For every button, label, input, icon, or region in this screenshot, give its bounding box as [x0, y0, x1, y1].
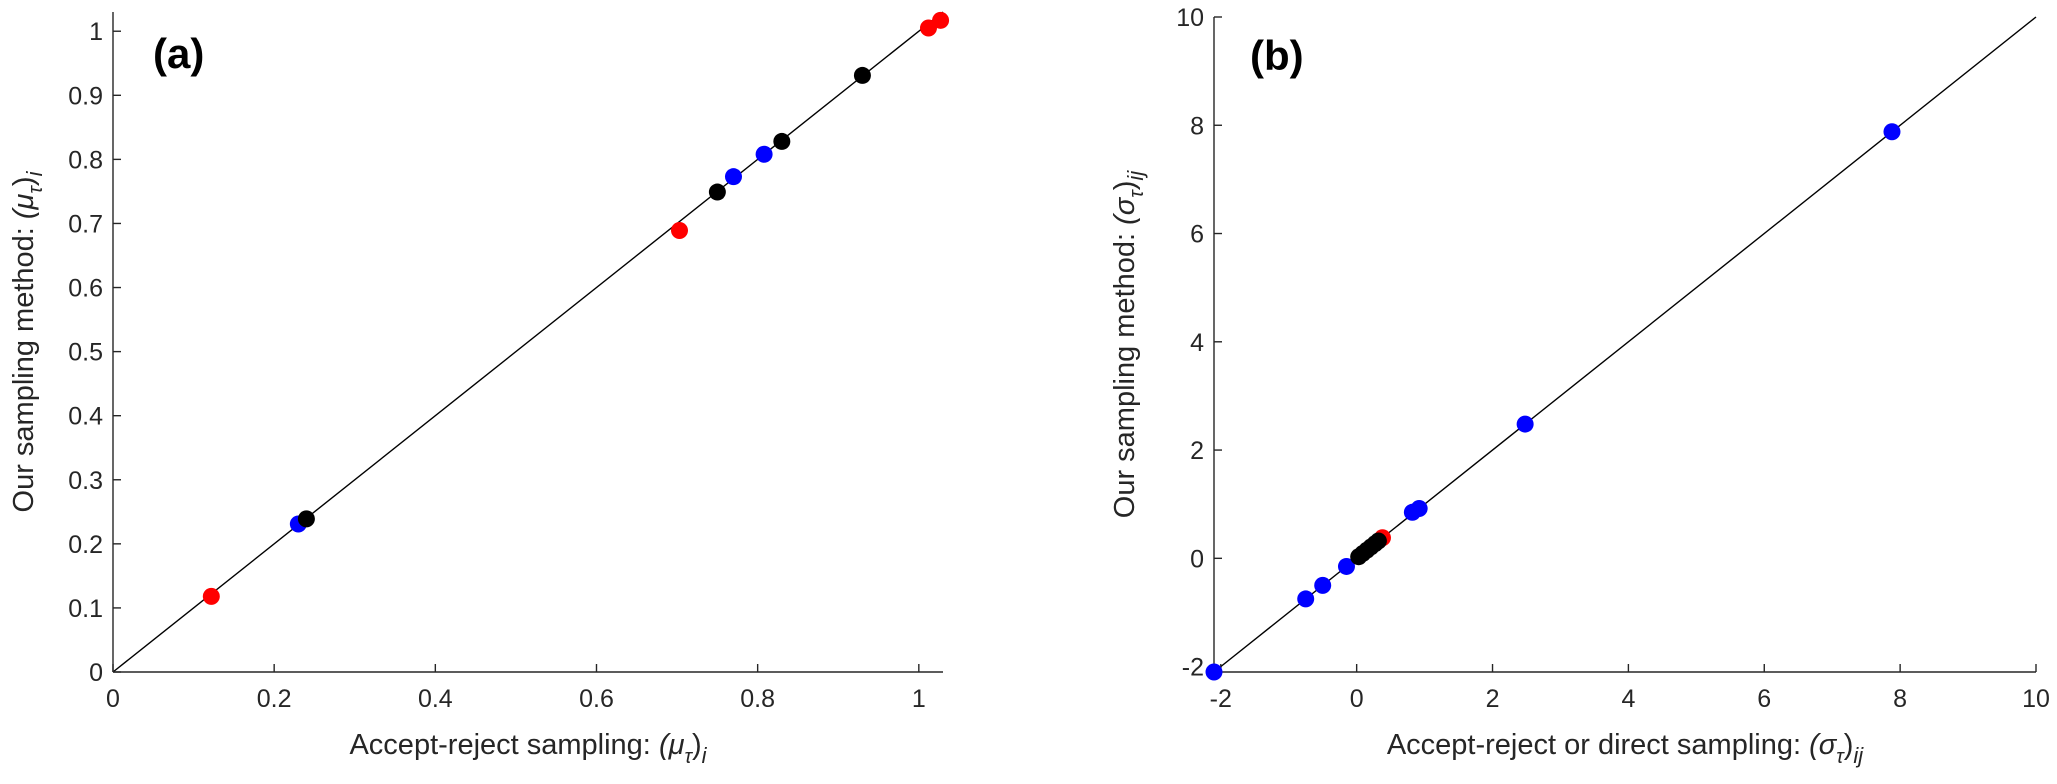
y-axis-label-index: ij	[1123, 170, 1148, 181]
data-point-blue	[1205, 663, 1223, 681]
data-point-black	[773, 132, 791, 150]
x-axis-label-prefix: Accept-reject or direct sampling:	[1387, 729, 1809, 761]
y-tick-label: 4	[1190, 329, 1204, 357]
y-axis-label-sub-tau: τ	[1126, 189, 1148, 198]
y-tick-label: 0.8	[68, 146, 103, 174]
x-tick-label: 4	[1621, 685, 1635, 713]
x-tick-label: 0.6	[579, 685, 614, 713]
data-point-black	[297, 510, 315, 528]
y-tick-label: 0.6	[68, 275, 103, 303]
x-tick-label: -2	[1210, 685, 1232, 713]
x-tick-label: 0.8	[740, 685, 775, 713]
y-axis-label-close: )	[1109, 181, 1141, 191]
x-axis-label: Accept-reject or direct sampling: (στ)ij	[1387, 729, 1864, 768]
x-axis-label-index: ij	[1853, 743, 1864, 768]
x-tick-label: 2	[1486, 685, 1500, 713]
y-tick-label: 0.1	[68, 595, 103, 623]
data-point-blue	[755, 145, 773, 163]
panel-label: (b)	[1250, 32, 1304, 79]
panel-b: -2 0 2 4 6 8 10 -2 0 2 4 6 8 10 (b) Accept-reject or di…	[1109, 4, 2050, 768]
x-axis-label-symbol: (μ	[659, 729, 685, 761]
data-point-blue	[1297, 590, 1315, 608]
x-tick-label: 0.2	[257, 685, 292, 713]
data-point-red	[670, 222, 688, 240]
data-point-black	[708, 183, 726, 201]
x-tick-label: 6	[1757, 685, 1771, 713]
x-axis-label-close: )	[692, 729, 702, 761]
y-axis-label-sub-tau: τ	[25, 185, 47, 194]
y-tick-label: 6	[1190, 221, 1204, 249]
y-axis-label-index: i	[22, 170, 47, 176]
y-tick-label: 2	[1190, 437, 1204, 465]
y-tick-label: 0	[1190, 545, 1204, 573]
y-tick-label: 0.7	[68, 210, 103, 238]
x-tick-label: 0	[106, 685, 120, 713]
y-tick-label: 8	[1190, 112, 1204, 140]
x-axis-label-sub-tau: τ	[1836, 746, 1845, 768]
y-tick-label: 0.5	[68, 339, 103, 367]
x-axis-label-sub-tau: τ	[684, 746, 693, 768]
data-point-blue	[1337, 557, 1355, 575]
x-tick-label: 10	[2022, 685, 2050, 713]
panel-a: 0 0.2 0.4 0.6 0.8 1 0 0.1 0.2 0.3 0.4 0.5 0.6 0.7 0.8 0…	[8, 11, 950, 768]
y-axis-label: Our sampling method: (στ)ij	[1109, 170, 1148, 519]
reference-line	[1213, 16, 2037, 673]
y-tick-label: 10	[1176, 4, 1204, 32]
data-point-blue	[1410, 500, 1428, 518]
y-tick-label: 0.4	[68, 403, 103, 431]
x-tick-label: 0.4	[418, 685, 453, 713]
reference-line	[112, 11, 944, 673]
x-tick-label: 8	[1893, 685, 1907, 713]
x-axis-label-close: )	[1844, 729, 1854, 761]
y-tick-label: 0.9	[68, 82, 103, 110]
y-tick-label: -2	[1182, 654, 1204, 682]
y-axis-label-symbol: (μ	[8, 193, 40, 219]
y-axis-label: Our sampling method: (μτ)i	[8, 170, 47, 512]
x-tick-label: 1	[912, 685, 926, 713]
x-axis-label-index: i	[702, 743, 708, 768]
y-tick-label: 0.2	[68, 531, 103, 559]
y-axis-label-close: )	[8, 176, 40, 186]
x-axis-label-prefix: Accept-reject sampling:	[349, 729, 658, 761]
y-tick-label: 0.3	[68, 467, 103, 495]
data-point-black	[1369, 532, 1387, 550]
data-point-blue	[1883, 123, 1901, 141]
x-tick-label: 0	[1350, 685, 1364, 713]
y-tick-label: 1	[89, 18, 103, 46]
data-point-red	[919, 19, 937, 37]
data-point-black	[853, 66, 871, 84]
x-axis-label: Accept-reject sampling: (μτ)i	[349, 729, 707, 768]
data-point-blue	[724, 168, 742, 186]
data-point-blue	[1516, 415, 1534, 433]
data-point-red	[202, 587, 220, 605]
data-point-blue	[1314, 576, 1332, 594]
y-axis-label-prefix: Our sampling method:	[8, 219, 40, 512]
panel-label: (a)	[153, 30, 204, 77]
x-axis-label-symbol: (σ	[1809, 729, 1838, 761]
y-tick-label: 0	[89, 659, 103, 687]
data-point-red	[932, 11, 950, 29]
y-axis-label-symbol: (σ	[1109, 196, 1141, 225]
y-axis-label-prefix: Our sampling method:	[1109, 225, 1141, 518]
